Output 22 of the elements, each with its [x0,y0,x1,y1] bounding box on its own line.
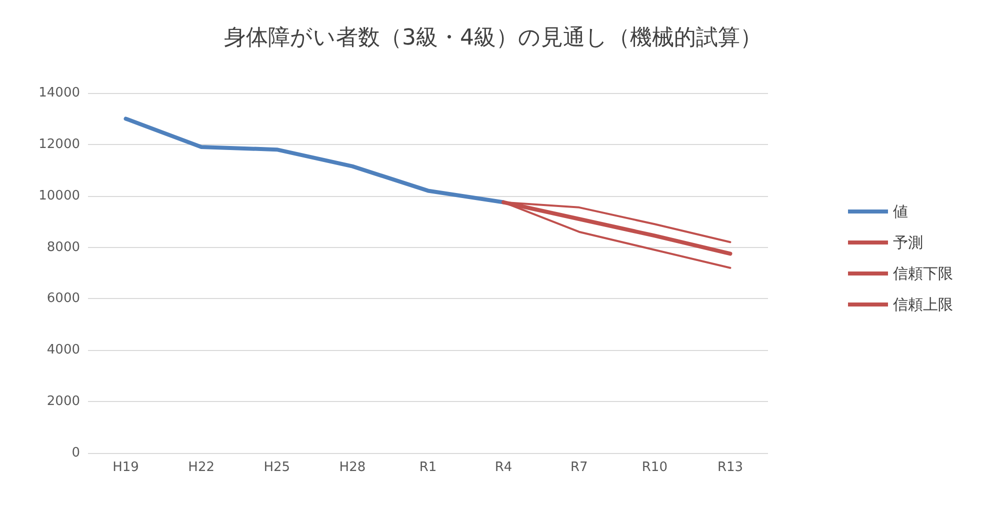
legend-label: 値 [893,202,908,220]
chart-title: 身体障がい者数（3級・4級）の見通し（機械的試算） [224,26,762,50]
legend-label: 信頼上限 [893,296,953,314]
x-tick-label: H25 [264,460,290,475]
x-tick-label: R10 [642,460,668,475]
legend-label: 予測 [893,234,923,252]
y-tick-label: 14000 [38,86,80,100]
y-tick-label: 8000 [46,240,80,255]
y-tick-label: 6000 [46,291,80,306]
x-tick-label: R1 [419,460,437,475]
y-tick-label: 2000 [46,394,80,410]
x-tick-label: R7 [570,460,588,475]
x-tick-label: H28 [339,460,366,475]
y-tick-label: 12000 [38,136,80,152]
x-tick-label: H22 [188,460,214,475]
y-tick-label: 0 [72,446,80,460]
y-tick-label: 10000 [38,188,80,204]
x-tick-label: H19 [112,460,139,475]
x-tick-label: R4 [494,460,512,475]
y-tick-label: 4000 [46,342,80,358]
x-tick-label: R13 [717,460,744,475]
legend-label: 信頼下限 [893,264,953,282]
